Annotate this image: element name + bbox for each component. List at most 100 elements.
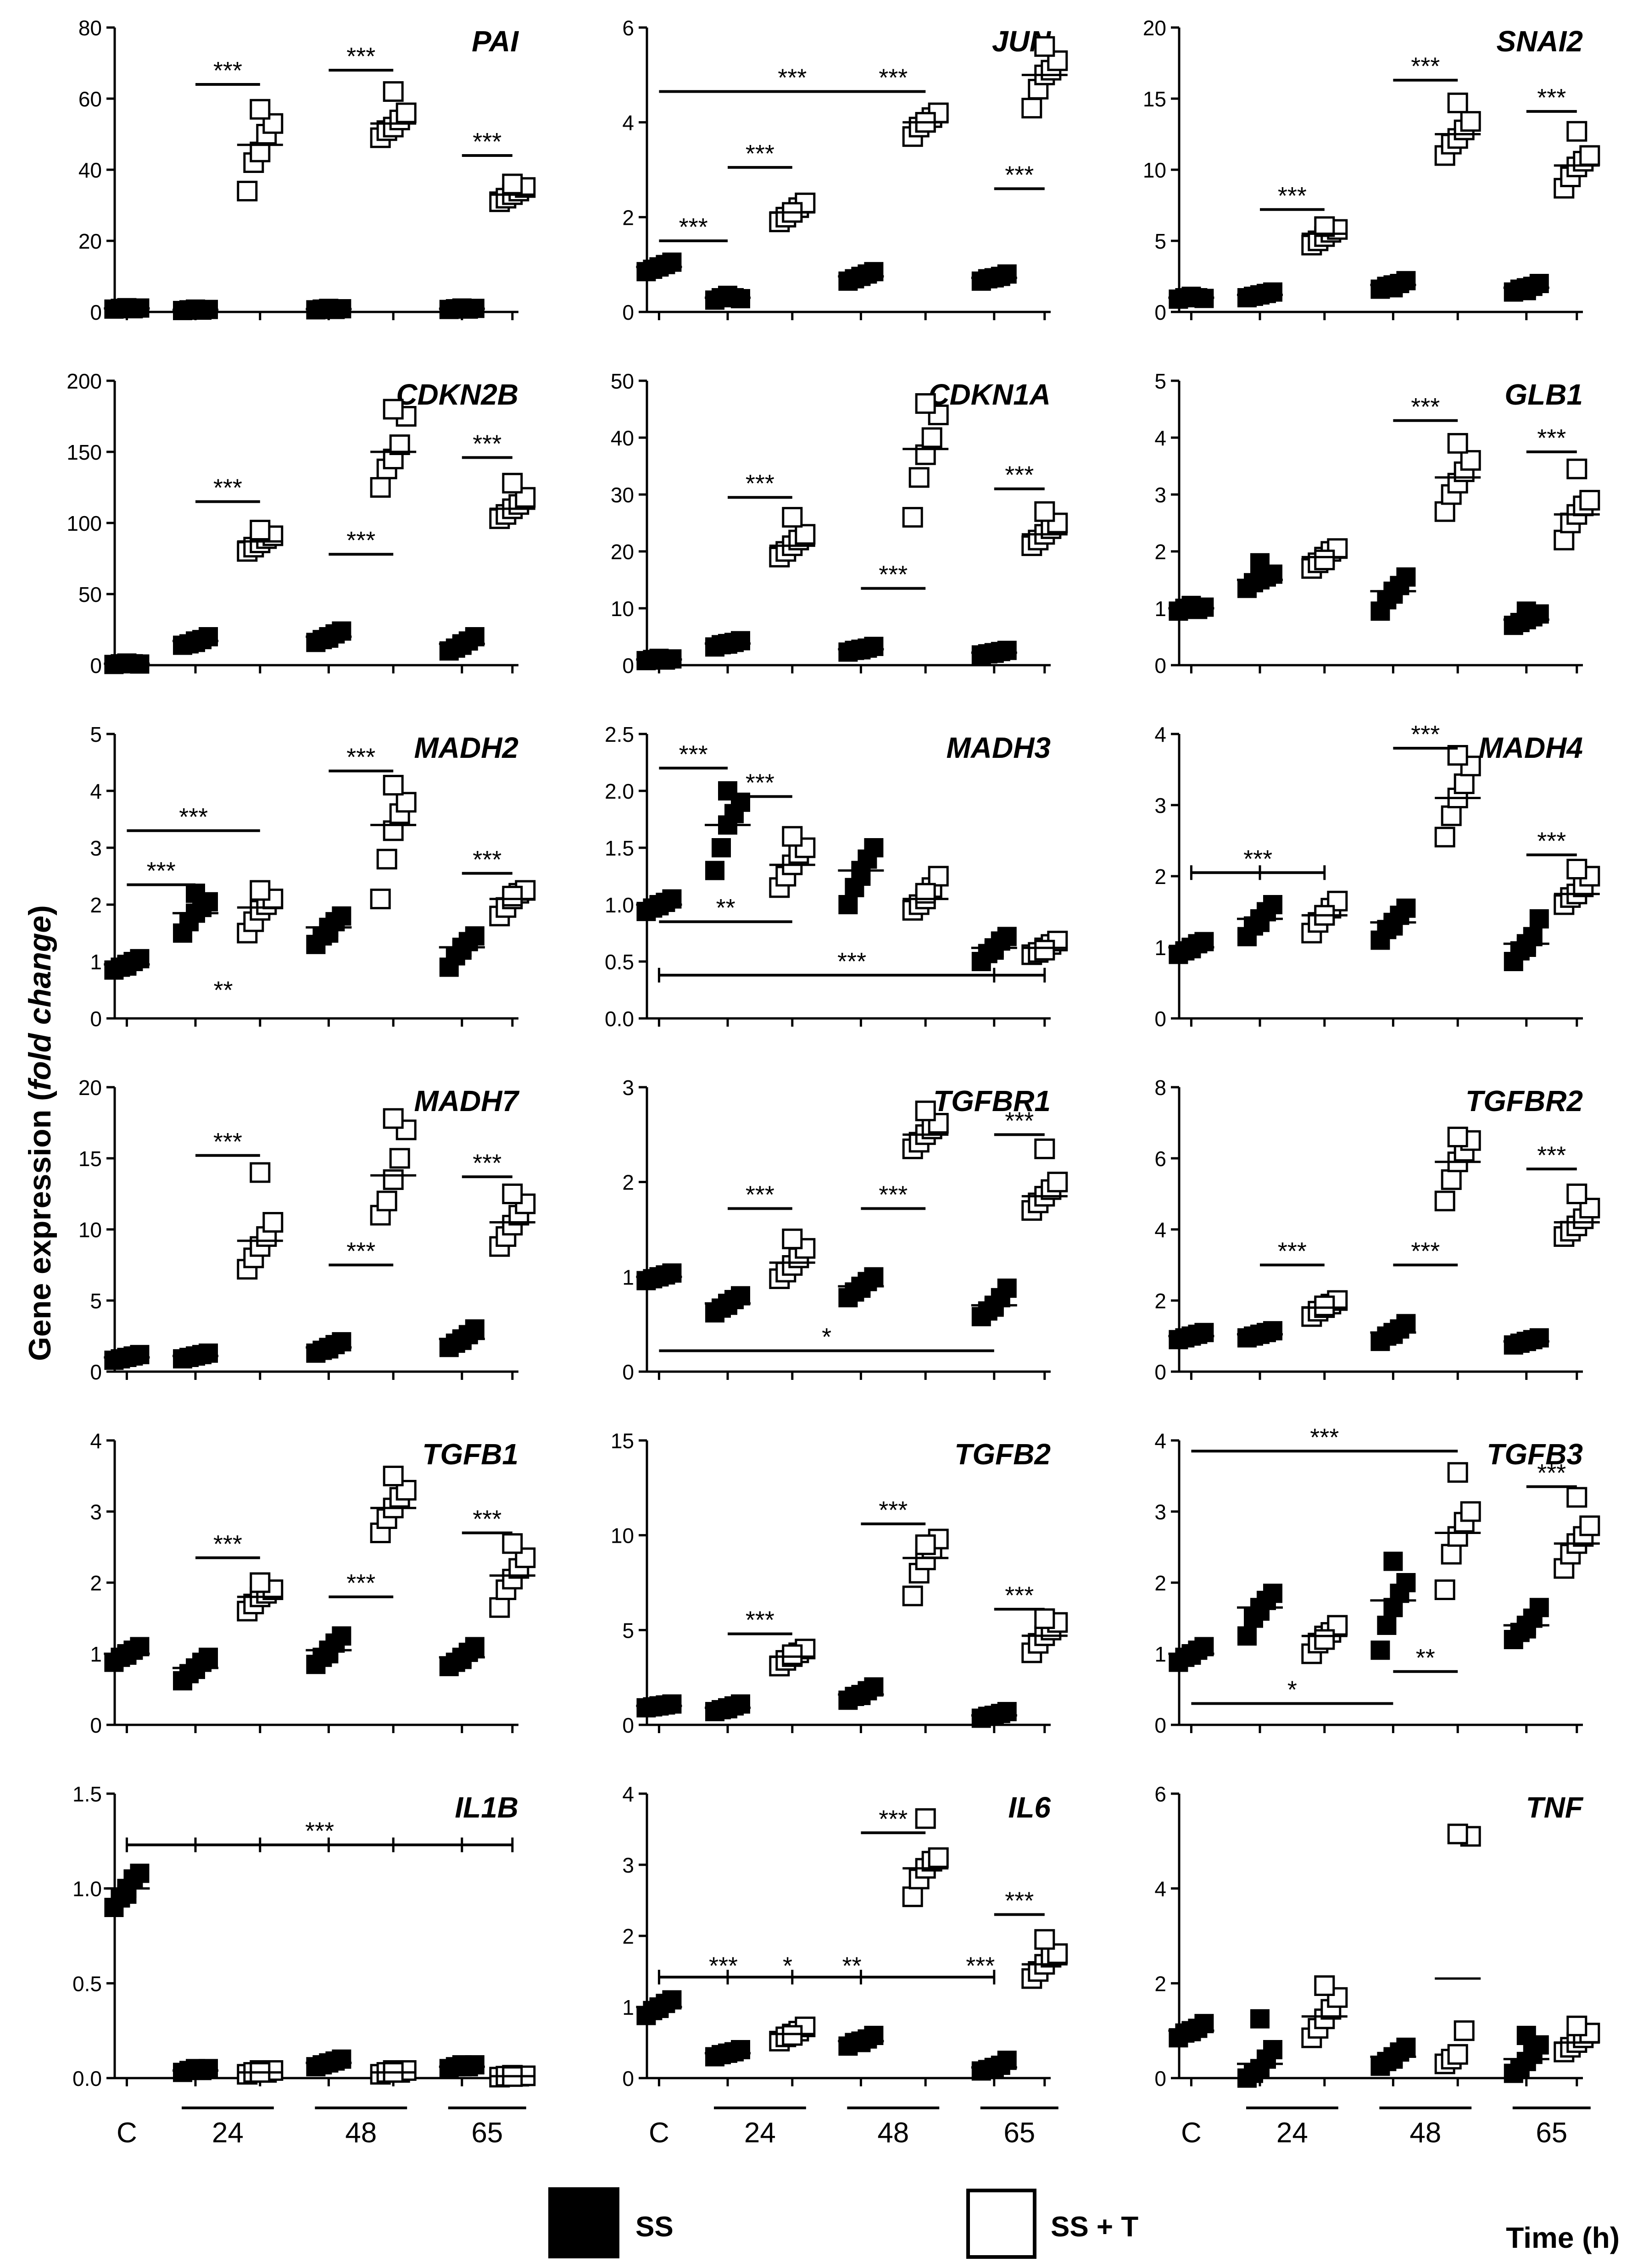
data-point-ss-t [928, 1847, 949, 1868]
data-point-ss [1396, 898, 1416, 918]
data-point-ss-t [1034, 36, 1055, 57]
panel-title: MADH3 [946, 731, 1051, 764]
data-point-ss-t [489, 1597, 510, 1618]
panel-title: PAI [472, 25, 519, 58]
data-point-ss [452, 635, 472, 655]
y-tick-label: 0 [622, 1713, 634, 1737]
panel-pai: 0 20 40 60 80 PAI *** *** *** [78, 16, 536, 324]
data-point-ss-t [1314, 1629, 1335, 1650]
data-point-ss [1377, 1616, 1397, 1635]
x-tick-label: 65 [471, 2117, 503, 2149]
significance-label: *** [1005, 1582, 1034, 1609]
y-tick-label: 3 [90, 1500, 102, 1524]
y-tick-label: 5 [1154, 369, 1166, 393]
significance-label: * [1287, 1676, 1297, 1704]
panel-glb1: 0 1 2 3 4 5 GLB1 *** *** [1154, 369, 1600, 678]
significance-label: *** [879, 64, 908, 92]
data-point-ss [117, 956, 137, 976]
y-tick-label: 8 [1154, 1076, 1166, 1100]
data-point-ss [332, 1626, 351, 1646]
data-point-ss [1383, 916, 1403, 936]
data-point-ss [1383, 1551, 1403, 1571]
significance-label: *** [1005, 1107, 1034, 1134]
y-axis-label-prefix: Gene expression ( [22, 1090, 57, 1361]
data-point-ss-t [1021, 98, 1042, 119]
data-point-ss-t [1454, 2020, 1475, 2041]
data-point-ss-t [1447, 1823, 1468, 1845]
data-point-ss [1263, 895, 1282, 914]
y-tick-label: 2 [622, 1924, 634, 1948]
y-tick-label: 2 [1154, 1972, 1166, 1996]
y-tick-label: 150 [67, 440, 102, 464]
data-point-ss-t [928, 866, 949, 887]
data-point-ss-t [1047, 50, 1068, 71]
significance-label: * [822, 1323, 831, 1351]
significance-label: ** [842, 1952, 862, 1980]
y-tick-label: 4 [1154, 1218, 1166, 1242]
y-tick-label: 5 [622, 1618, 634, 1642]
panel-title: TGFB3 [1487, 1438, 1583, 1471]
panel-title: IL1B [455, 1791, 518, 1824]
data-point-ss-t [1447, 92, 1468, 113]
y-tick-label: 4 [1154, 723, 1166, 746]
data-point-ss-t [250, 1572, 271, 1593]
y-tick-label: 2.5 [605, 723, 634, 746]
y-tick-label: 4 [622, 111, 634, 135]
data-point-ss [452, 1650, 472, 1669]
y-tick-label: 0 [1154, 1007, 1166, 1031]
data-point-ss [1383, 584, 1403, 604]
data-point-ss-t [1314, 550, 1335, 571]
y-tick-label: 20 [78, 1076, 102, 1100]
data-point-ss-t [515, 1547, 536, 1568]
significance-label: *** [837, 948, 866, 975]
panel-tgfb2: 0 5 10 15 TGFB2 *** *** *** [611, 1429, 1068, 1737]
data-point-ss-t [1314, 1975, 1335, 1996]
data-point-ss [851, 1279, 871, 1298]
legend-label-ss-t: SS + T [1051, 2211, 1138, 2243]
y-tick-label: 0 [622, 2067, 634, 2090]
data-point-ss-t [250, 99, 271, 120]
y-tick-label: 50 [611, 369, 634, 393]
data-point-ss-t [383, 81, 404, 102]
y-axis-label: Gene expression (fold change) [22, 905, 57, 1361]
data-point-ss [718, 1295, 737, 1315]
data-point-ss-t [262, 1212, 284, 1233]
significance-label: *** [879, 1181, 908, 1209]
significance-label: *** [879, 1496, 908, 1524]
y-tick-label: 2.0 [605, 779, 634, 803]
panel-il1b: 0.0 0.5 1.0 1.5 IL1B *** [72, 1782, 536, 2090]
significance-label: *** [679, 213, 708, 241]
y-tick-label: 50 [78, 583, 102, 606]
data-point-ss-t [395, 792, 417, 813]
x-tick-label: C [1181, 2117, 1202, 2149]
data-point-ss-t [1579, 1515, 1600, 1536]
y-tick-label: 20 [78, 229, 102, 253]
data-point-ss-t [502, 1184, 523, 1204]
data-point-ss-t [782, 826, 803, 847]
y-tick-label: 3 [622, 1853, 634, 1877]
significance-label: *** [1310, 1423, 1339, 1451]
y-tick-label: 10 [611, 1524, 634, 1548]
y-tick-label: 3 [1154, 794, 1166, 817]
y-tick-label: 0 [90, 1713, 102, 1737]
y-axis-label-italic: fold change [22, 916, 57, 1091]
panel-madh3: 0.00.51.01.52.02.5 MADH3*********** [605, 723, 1068, 1031]
y-tick-label: 0.5 [72, 1972, 102, 1996]
data-point-ss [705, 861, 724, 880]
data-point-ss-t [782, 1228, 803, 1250]
data-point-ss-t [1441, 805, 1462, 826]
y-tick-label: 3 [1154, 483, 1166, 507]
y-tick-label: 2 [90, 893, 102, 917]
data-point-ss-t [376, 1190, 397, 1212]
y-tick-label: 40 [78, 158, 102, 182]
y-tick-label: 100 [67, 511, 102, 535]
data-point-ss-t [389, 1148, 410, 1169]
data-point-ss [1181, 939, 1201, 959]
panel-title: MADH4 [1478, 731, 1583, 764]
significance-label: *** [305, 1818, 334, 1845]
y-tick-label: 20 [1143, 16, 1166, 40]
